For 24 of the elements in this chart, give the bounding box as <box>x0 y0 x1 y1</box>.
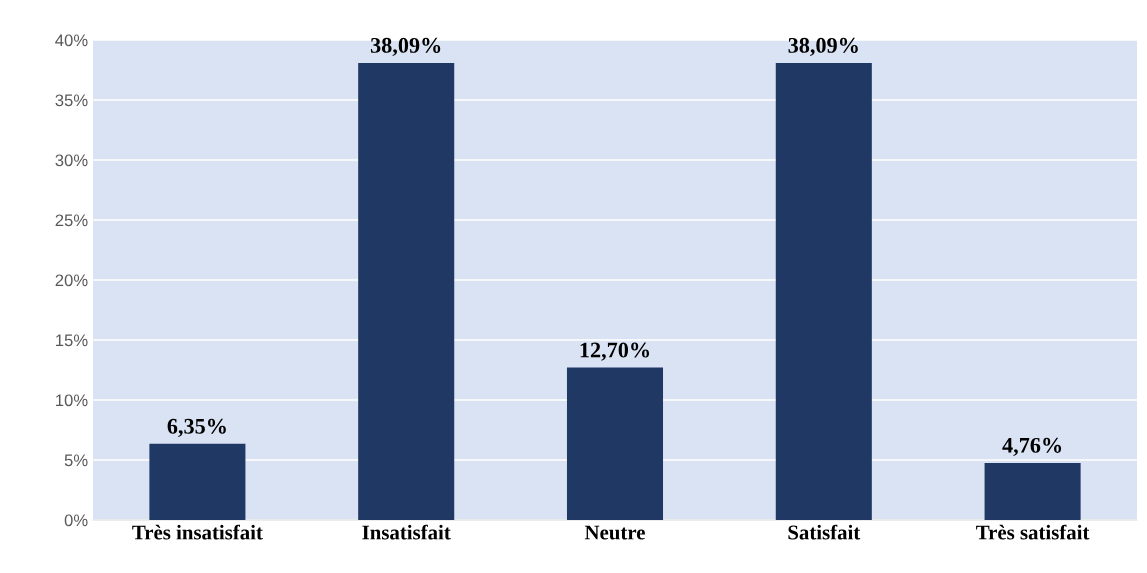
y-tick-label: 30% <box>55 154 88 167</box>
y-tick-label: 5% <box>64 454 88 467</box>
data-label: 38,09% <box>788 37 858 57</box>
data-label: 38,09% <box>370 37 441 57</box>
y-tick-label: 25% <box>55 214 88 227</box>
bar <box>984 462 1081 520</box>
bar <box>566 367 664 520</box>
y-tick-label: 35% <box>55 94 88 107</box>
bar <box>775 62 872 520</box>
x-tick-label: Insatisfait <box>362 524 451 540</box>
x-tick-label: Satisfait <box>788 524 861 540</box>
y-tick-label: 0% <box>64 514 88 527</box>
y-tick-label: 10% <box>56 394 88 407</box>
data-label: 4,76% <box>1002 437 1062 457</box>
y-tick-label: 40% <box>55 34 88 47</box>
bar <box>358 62 455 520</box>
y-tick-label: 20% <box>55 274 88 287</box>
x-tick-label: Neutre <box>584 525 645 540</box>
data-label: 12,70% <box>580 342 650 361</box>
data-label: 6,35% <box>167 418 226 437</box>
bar <box>149 443 246 520</box>
x-tick-label: Très satisfait <box>976 524 1090 540</box>
y-tick-label: 15% <box>56 334 88 347</box>
x-tick-label: Très insatisfait <box>132 524 263 540</box>
